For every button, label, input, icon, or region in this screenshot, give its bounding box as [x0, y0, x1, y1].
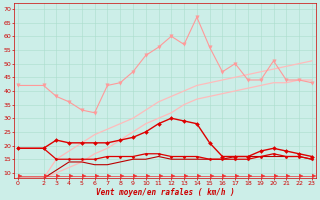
- X-axis label: Vent moyen/en rafales ( km/h ): Vent moyen/en rafales ( km/h ): [96, 188, 234, 197]
